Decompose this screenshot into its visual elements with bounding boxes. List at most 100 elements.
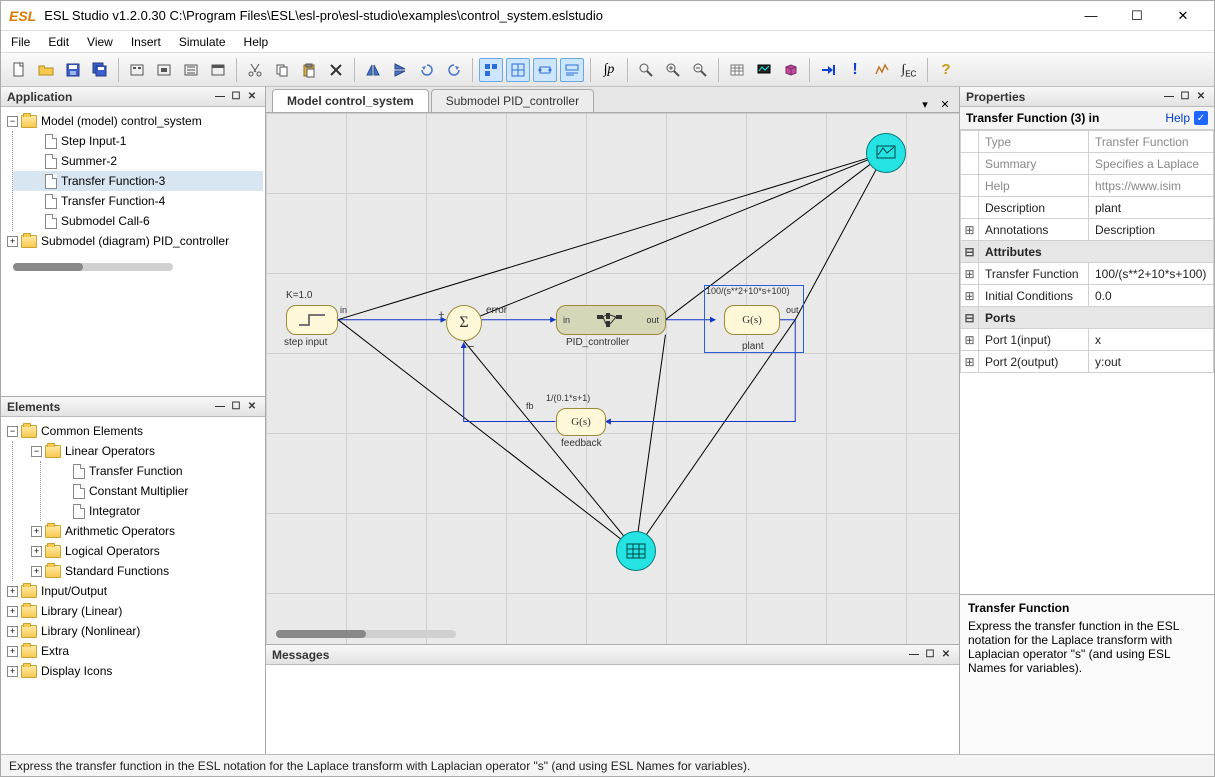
panel-close-icon[interactable]: ✕ [939, 648, 953, 662]
panel-close-icon[interactable]: ✕ [1194, 90, 1208, 104]
application-panel-header[interactable]: Application — ☐ ✕ [1, 87, 265, 107]
break-icon[interactable]: ! [843, 58, 867, 82]
zoom-out-icon[interactable] [688, 58, 712, 82]
scope-node-icon[interactable] [866, 133, 906, 173]
expand-icon[interactable]: ⊞ [961, 329, 979, 351]
menu-edit[interactable]: Edit [48, 35, 69, 49]
run-to-icon[interactable] [816, 58, 840, 82]
panel-minimize-icon[interactable]: — [213, 90, 227, 104]
function-icon[interactable]: ∫p [597, 58, 621, 82]
zoom-in-icon[interactable] [661, 58, 685, 82]
panel-minimize-icon[interactable]: — [907, 648, 921, 662]
block-summer[interactable]: Σ [446, 305, 482, 341]
menu-view[interactable]: View [87, 35, 113, 49]
integral-icon[interactable]: ∫EC [897, 58, 921, 82]
panel-maximize-icon[interactable]: ☐ [229, 90, 243, 104]
show-ports-icon[interactable] [533, 58, 557, 82]
tree-linear-operators[interactable]: Linear Operators [65, 444, 155, 458]
expand-icon[interactable]: ⊞ [961, 263, 979, 285]
panel-close-icon[interactable]: ✕ [245, 90, 259, 104]
menu-insert[interactable]: Insert [131, 35, 161, 49]
expand-icon[interactable] [961, 197, 979, 219]
property-value[interactable]: Specifies a Laplace [1089, 153, 1214, 175]
minimize-button[interactable]: — [1068, 1, 1114, 31]
properties-panel-header[interactable]: Properties — ☐ ✕ [960, 87, 1214, 107]
panel-close-icon[interactable]: ✕ [245, 400, 259, 414]
tab-dropdown-icon[interactable]: ▾ [917, 96, 933, 112]
tree-item[interactable]: Integrator [89, 504, 140, 518]
property-value[interactable]: plant [1089, 197, 1214, 219]
menu-file[interactable]: File [11, 35, 30, 49]
block-step-input[interactable] [286, 305, 338, 335]
tree-item-selected[interactable]: Transfer Function-3 [61, 174, 165, 188]
expand-icon[interactable]: ⊟ [961, 241, 979, 263]
property-value[interactable]: Description [1089, 219, 1214, 241]
rotate-left-icon[interactable] [415, 58, 439, 82]
tab-model[interactable]: Model control_system [272, 89, 429, 112]
tree-item[interactable]: Logical Operators [65, 544, 160, 558]
help-icon[interactable]: ? [934, 58, 958, 82]
expand-icon[interactable]: ⊟ [961, 307, 979, 329]
block-feedback[interactable]: G(s) [556, 408, 606, 436]
display-node-icon[interactable] [616, 531, 656, 571]
plot-icon[interactable] [870, 58, 894, 82]
tree-item[interactable]: Transfer Function [89, 464, 183, 478]
panel-maximize-icon[interactable]: ☐ [923, 648, 937, 662]
application-tree[interactable]: −Model (model) control_system Step Input… [1, 107, 265, 255]
properties-help-check-icon[interactable]: ✓ [1194, 111, 1208, 125]
show-labels-icon[interactable] [560, 58, 584, 82]
tree-item[interactable]: Extra [41, 644, 69, 658]
table-icon[interactable] [725, 58, 749, 82]
diagram-canvas[interactable]: K=1.0 step input in Σ + − error in out P… [266, 113, 959, 644]
elements-tree[interactable]: −Common Elements −Linear Operators Trans… [1, 417, 265, 685]
tree-item[interactable]: Library (Linear) [41, 604, 122, 618]
tree-item[interactable]: Standard Functions [65, 564, 169, 578]
property-value[interactable]: Transfer Function [1089, 131, 1214, 153]
copy-icon[interactable] [270, 58, 294, 82]
show-grid-icon[interactable] [506, 58, 530, 82]
tree-item[interactable]: Input/Output [41, 584, 107, 598]
expand-icon[interactable]: ⊞ [961, 285, 979, 307]
tree-item[interactable]: Constant Multiplier [89, 484, 188, 498]
property-value[interactable]: https://www.isim [1089, 175, 1214, 197]
save-all-icon[interactable] [88, 58, 112, 82]
snap-grid-icon[interactable] [479, 58, 503, 82]
property-value[interactable]: 0.0 [1089, 285, 1214, 307]
panel-minimize-icon[interactable]: — [213, 400, 227, 414]
flip-h-icon[interactable] [361, 58, 385, 82]
tree-item[interactable]: Arithmetic Operators [65, 524, 175, 538]
block-pid-controller[interactable]: in out [556, 305, 666, 335]
block-plant[interactable]: G(s) [724, 305, 780, 335]
expand-icon[interactable] [961, 175, 979, 197]
new-icon[interactable] [7, 58, 31, 82]
panel-maximize-icon[interactable]: ☐ [1178, 90, 1192, 104]
tree-model-root[interactable]: Model (model) control_system [41, 114, 202, 128]
expand-icon[interactable] [961, 131, 979, 153]
expand-icon[interactable]: ⊞ [961, 219, 979, 241]
panel-maximize-icon[interactable]: ☐ [229, 400, 243, 414]
zoom-icon[interactable] [634, 58, 658, 82]
tree-item[interactable]: Library (Nonlinear) [41, 624, 140, 638]
open-icon[interactable] [34, 58, 58, 82]
rotate-right-icon[interactable] [442, 58, 466, 82]
tree-item[interactable]: Submodel Call-6 [61, 214, 150, 228]
tab-submodel[interactable]: Submodel PID_controller [431, 89, 594, 112]
expand-icon[interactable] [961, 153, 979, 175]
property-value[interactable]: y:out [1089, 351, 1214, 373]
model-icon[interactable] [125, 58, 149, 82]
property-value[interactable]: 100/(s**2+10*s+100) [1089, 263, 1214, 285]
tree-item[interactable]: Display Icons [41, 664, 112, 678]
tree-item[interactable]: Transfer Function-4 [61, 194, 165, 208]
expand-icon[interactable]: ⊞ [961, 351, 979, 373]
cube-icon[interactable] [779, 58, 803, 82]
elements-panel-header[interactable]: Elements — ☐ ✕ [1, 397, 265, 417]
package-icon[interactable] [206, 58, 230, 82]
maximize-button[interactable]: ☐ [1114, 1, 1160, 31]
segment-icon[interactable] [179, 58, 203, 82]
tree-submodel[interactable]: Submodel (diagram) PID_controller [41, 234, 229, 248]
flip-v-icon[interactable] [388, 58, 412, 82]
messages-panel-header[interactable]: Messages — ☐ ✕ [266, 645, 959, 665]
tab-close-icon[interactable]: ✕ [937, 96, 953, 112]
menu-help[interactable]: Help [244, 35, 269, 49]
paste-icon[interactable] [297, 58, 321, 82]
